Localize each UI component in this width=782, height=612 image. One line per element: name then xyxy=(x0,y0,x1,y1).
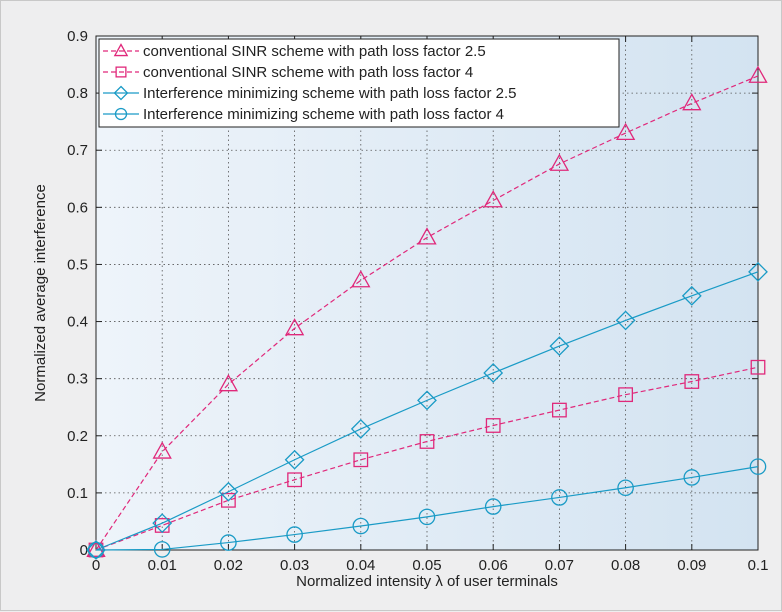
data-point xyxy=(682,93,702,111)
data-point xyxy=(351,270,371,288)
data-point xyxy=(152,513,173,534)
data-point xyxy=(287,472,303,488)
y-tick-label: 0.9 xyxy=(67,28,88,45)
data-point xyxy=(220,492,236,508)
data-point xyxy=(483,363,504,383)
data-point xyxy=(683,469,701,486)
legend-entry-label: Interference minimizing scheme with path… xyxy=(143,85,517,102)
y-tick-label: 0.8 xyxy=(67,85,88,102)
data-point xyxy=(484,498,502,515)
data-point xyxy=(352,517,370,535)
y-tick-label: 0.2 xyxy=(67,428,88,445)
data-point xyxy=(286,526,303,543)
legend-box xyxy=(98,38,620,128)
legend-marker xyxy=(113,85,129,101)
series-4 xyxy=(87,458,767,559)
y-tick-label: 0 xyxy=(80,542,88,559)
series-line xyxy=(95,271,759,551)
y-tick-label: 0.4 xyxy=(67,314,88,331)
legend-entry-label: conventional SINR scheme with path loss … xyxy=(143,43,486,60)
data-point xyxy=(549,153,570,171)
legend-marker xyxy=(115,66,127,78)
data-point xyxy=(152,441,172,459)
x-tick-label: 0.02 xyxy=(214,557,243,574)
legend-entry-label: Interference minimizing scheme with path… xyxy=(143,106,504,123)
series-2 xyxy=(88,359,766,558)
x-axis-label: Normalized intensity λ of user terminals xyxy=(296,573,558,590)
y-tick-label: 0.1 xyxy=(67,485,88,502)
legend-entry-label: conventional SINR scheme with path loss … xyxy=(143,64,473,81)
data-point xyxy=(750,359,766,375)
data-point xyxy=(748,261,768,282)
x-tick-label: 0.08 xyxy=(611,557,640,574)
data-point xyxy=(418,508,436,526)
data-point xyxy=(552,402,567,418)
data-point xyxy=(419,434,435,449)
data-point xyxy=(220,534,237,551)
x-tick-label: 0.06 xyxy=(479,557,508,574)
data-point xyxy=(86,540,106,560)
y-tick-label: 0.7 xyxy=(67,142,88,159)
x-tick-label: 0.09 xyxy=(677,557,706,574)
data-point xyxy=(617,479,634,497)
data-point xyxy=(615,310,636,331)
series-3 xyxy=(86,261,768,560)
data-point xyxy=(549,336,570,357)
y-tick-label: 0.6 xyxy=(67,199,88,216)
data-point xyxy=(551,489,568,506)
axis-ticks: 0 0.01 0.02 0.03 0.04 0.05 0.06 0.07 0.08 0.09 0.1… xyxy=(67,28,768,574)
data-point xyxy=(87,541,105,559)
data-point xyxy=(615,122,636,141)
data-point xyxy=(218,374,239,392)
data-point xyxy=(353,452,369,468)
data-point xyxy=(284,449,305,470)
x-tick-label: 0.03 xyxy=(280,557,309,574)
data-point xyxy=(681,285,702,306)
x-tick-label: 0.07 xyxy=(545,557,574,574)
y-tick-label: 0.3 xyxy=(67,371,88,388)
x-tick-label: 0.1 xyxy=(748,557,769,574)
data-point xyxy=(218,481,239,502)
x-tick-label: 0.01 xyxy=(148,557,177,574)
data-point xyxy=(417,390,437,411)
series-layer xyxy=(86,65,768,560)
legend-marker xyxy=(113,43,129,57)
y-axis-label: Normalized average interference xyxy=(32,184,49,402)
data-point xyxy=(748,65,768,83)
data-point xyxy=(483,190,503,208)
data-point xyxy=(618,387,633,403)
data-point xyxy=(749,458,767,475)
series-line xyxy=(95,75,759,551)
series-line xyxy=(95,366,759,551)
data-point xyxy=(350,419,371,439)
legend-marker xyxy=(114,107,128,121)
series-line xyxy=(95,466,759,551)
x-tick-label: 0 xyxy=(92,557,100,574)
data-point xyxy=(684,374,700,389)
y-tick-label: 0.5 xyxy=(67,256,88,273)
data-point xyxy=(284,318,305,336)
x-tick-label: 0.05 xyxy=(412,557,441,574)
x-tick-label: 0.04 xyxy=(346,557,375,574)
data-point xyxy=(485,418,501,433)
data-point xyxy=(153,541,171,558)
data-point xyxy=(417,227,437,245)
legend: conventional SINR scheme with path loss … xyxy=(98,38,620,128)
